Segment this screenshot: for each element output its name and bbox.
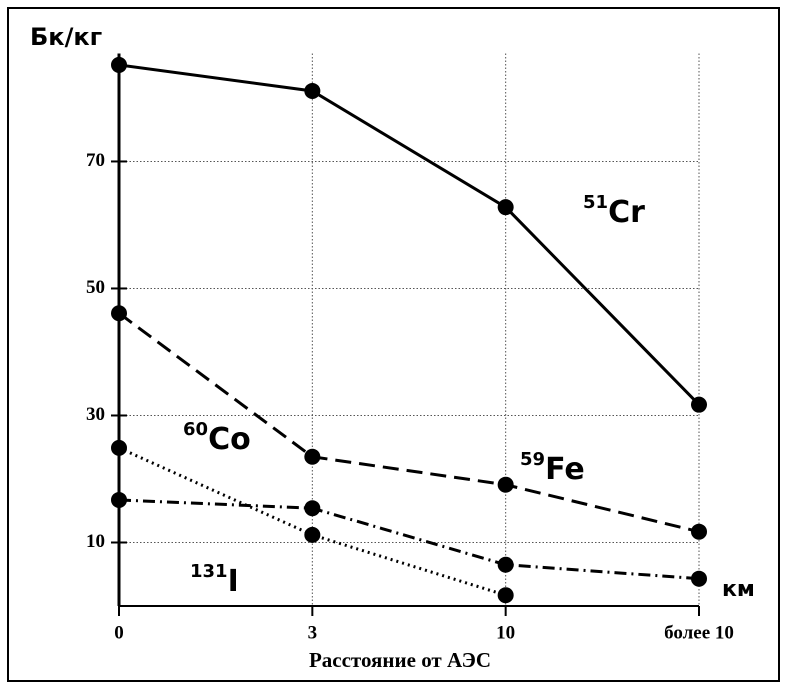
- series-line: [118, 312, 700, 534]
- marker: [304, 526, 321, 543]
- series-line: [118, 63, 701, 406]
- marker: [497, 476, 514, 493]
- isotope-mass: 51: [583, 192, 608, 213]
- marker: [691, 396, 707, 413]
- isotope-element: Fe: [545, 452, 585, 487]
- x-tick-label: более 10: [664, 622, 734, 643]
- x-tick-label: 0: [114, 622, 124, 643]
- marker: [111, 305, 127, 322]
- marker: [111, 56, 127, 73]
- series-label: 60Co: [183, 419, 251, 457]
- series-label: 131I: [190, 561, 239, 599]
- y-tick-label: 10: [86, 531, 105, 552]
- series-line: [118, 498, 700, 581]
- marker: [304, 500, 321, 517]
- x-tick-label: 10: [496, 622, 515, 643]
- marker: [497, 199, 514, 216]
- series-line: [118, 446, 507, 597]
- isotope-element: I: [228, 564, 239, 599]
- x-tick-label: 3: [308, 622, 318, 643]
- y-tick-label: 30: [86, 404, 105, 425]
- isotope-element: Cr: [608, 195, 645, 230]
- frame: [7, 7, 780, 682]
- marker: [691, 570, 707, 587]
- isotope-mass: 59: [520, 449, 545, 470]
- y-tick-label: 70: [86, 150, 105, 171]
- y-tick-label: 50: [86, 277, 105, 298]
- marker: [304, 448, 321, 465]
- y-axis-label: Бк/кг: [30, 23, 102, 51]
- marker: [497, 587, 514, 604]
- isotope-mass: 131: [190, 561, 228, 582]
- marker: [111, 491, 127, 508]
- x-unit: км: [722, 577, 755, 602]
- marker: [691, 523, 707, 540]
- isotope-element: Co: [208, 422, 251, 457]
- series-label: 59Fe: [520, 449, 585, 487]
- marker: [304, 82, 321, 99]
- marker: [111, 439, 127, 456]
- series-label: 51Cr: [583, 192, 645, 230]
- x-axis-label: Расстояние от АЭС: [309, 648, 491, 672]
- isotope-mass: 60: [183, 419, 208, 440]
- marker: [497, 556, 514, 573]
